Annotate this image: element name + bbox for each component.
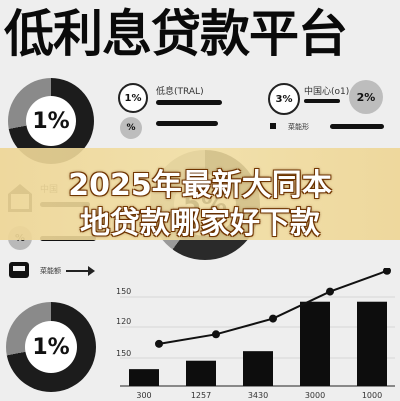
rate-label-1: 低息(TRAL) <box>156 87 204 97</box>
rate-circle-2-label: 3% <box>275 93 293 105</box>
rate-circle-3: 2% <box>349 80 383 114</box>
rate-circle-3-label: 2% <box>356 90 376 104</box>
chart-point <box>326 287 334 296</box>
chart-y-tick-label: 150 <box>116 349 131 358</box>
rate-bar-4 <box>330 124 384 129</box>
arrow-head-icon <box>88 266 95 276</box>
chart-bar <box>129 369 159 386</box>
rate-bar-2 <box>304 99 340 103</box>
chart-y-tick-label: 120 <box>116 317 131 326</box>
rate-circle-4: % <box>120 117 142 139</box>
chart-x-tick-label: 1257 <box>191 391 211 400</box>
chart-point <box>212 330 220 339</box>
rate-circle-4-label: % <box>126 123 136 133</box>
rate-bar-3 <box>156 121 218 126</box>
chart-trend-line <box>158 269 388 345</box>
donut-bottom-label: 1% <box>32 334 70 360</box>
rate-circle-1: 1% <box>118 83 148 113</box>
chart-x-tick-label: 300 <box>136 391 151 400</box>
left-label-2: 菜能额 <box>40 267 61 275</box>
rate-circle-1-label: 1% <box>124 92 142 104</box>
chart-point <box>155 339 163 348</box>
row2-label: 菜能形 <box>288 123 309 131</box>
chart-y-tick-label: 150 <box>116 287 131 296</box>
chart-point <box>269 314 277 323</box>
chart-bar <box>243 351 273 386</box>
chart-bar <box>300 301 330 386</box>
banner-line-2: 地贷款哪家好下款 <box>80 206 320 241</box>
donut-top-label: 1% <box>32 108 70 134</box>
chart-point <box>383 268 391 275</box>
donut-top-center: 1% <box>26 96 76 146</box>
rate-bar-1 <box>156 100 222 105</box>
bar-line-chart: 300 1257 3430 3000 1000 150 120 150 <box>116 268 395 400</box>
banner-line-1: 2025年最新大同本 <box>68 168 332 203</box>
page-title: 低利息贷款平台 <box>4 5 348 63</box>
rate-circle-2: 3% <box>268 83 300 115</box>
donut-bottom-center: 1% <box>25 321 77 373</box>
donut-chart-bottom: 1% <box>6 302 96 392</box>
screen-icon <box>9 262 29 278</box>
chart-bar <box>186 360 216 386</box>
square-icon <box>270 123 276 129</box>
promo-banner: 2025年最新大同本 地贷款哪家好下款 <box>0 148 400 241</box>
rate-label-2: 中国心(o1) <box>304 87 350 97</box>
chart-x-tick-label: 1000 <box>362 391 382 400</box>
chart-bar <box>357 301 387 386</box>
arrow-line <box>66 270 92 272</box>
chart-x-tick-label: 3000 <box>305 391 325 400</box>
chart-x-tick-label: 3430 <box>248 391 268 400</box>
